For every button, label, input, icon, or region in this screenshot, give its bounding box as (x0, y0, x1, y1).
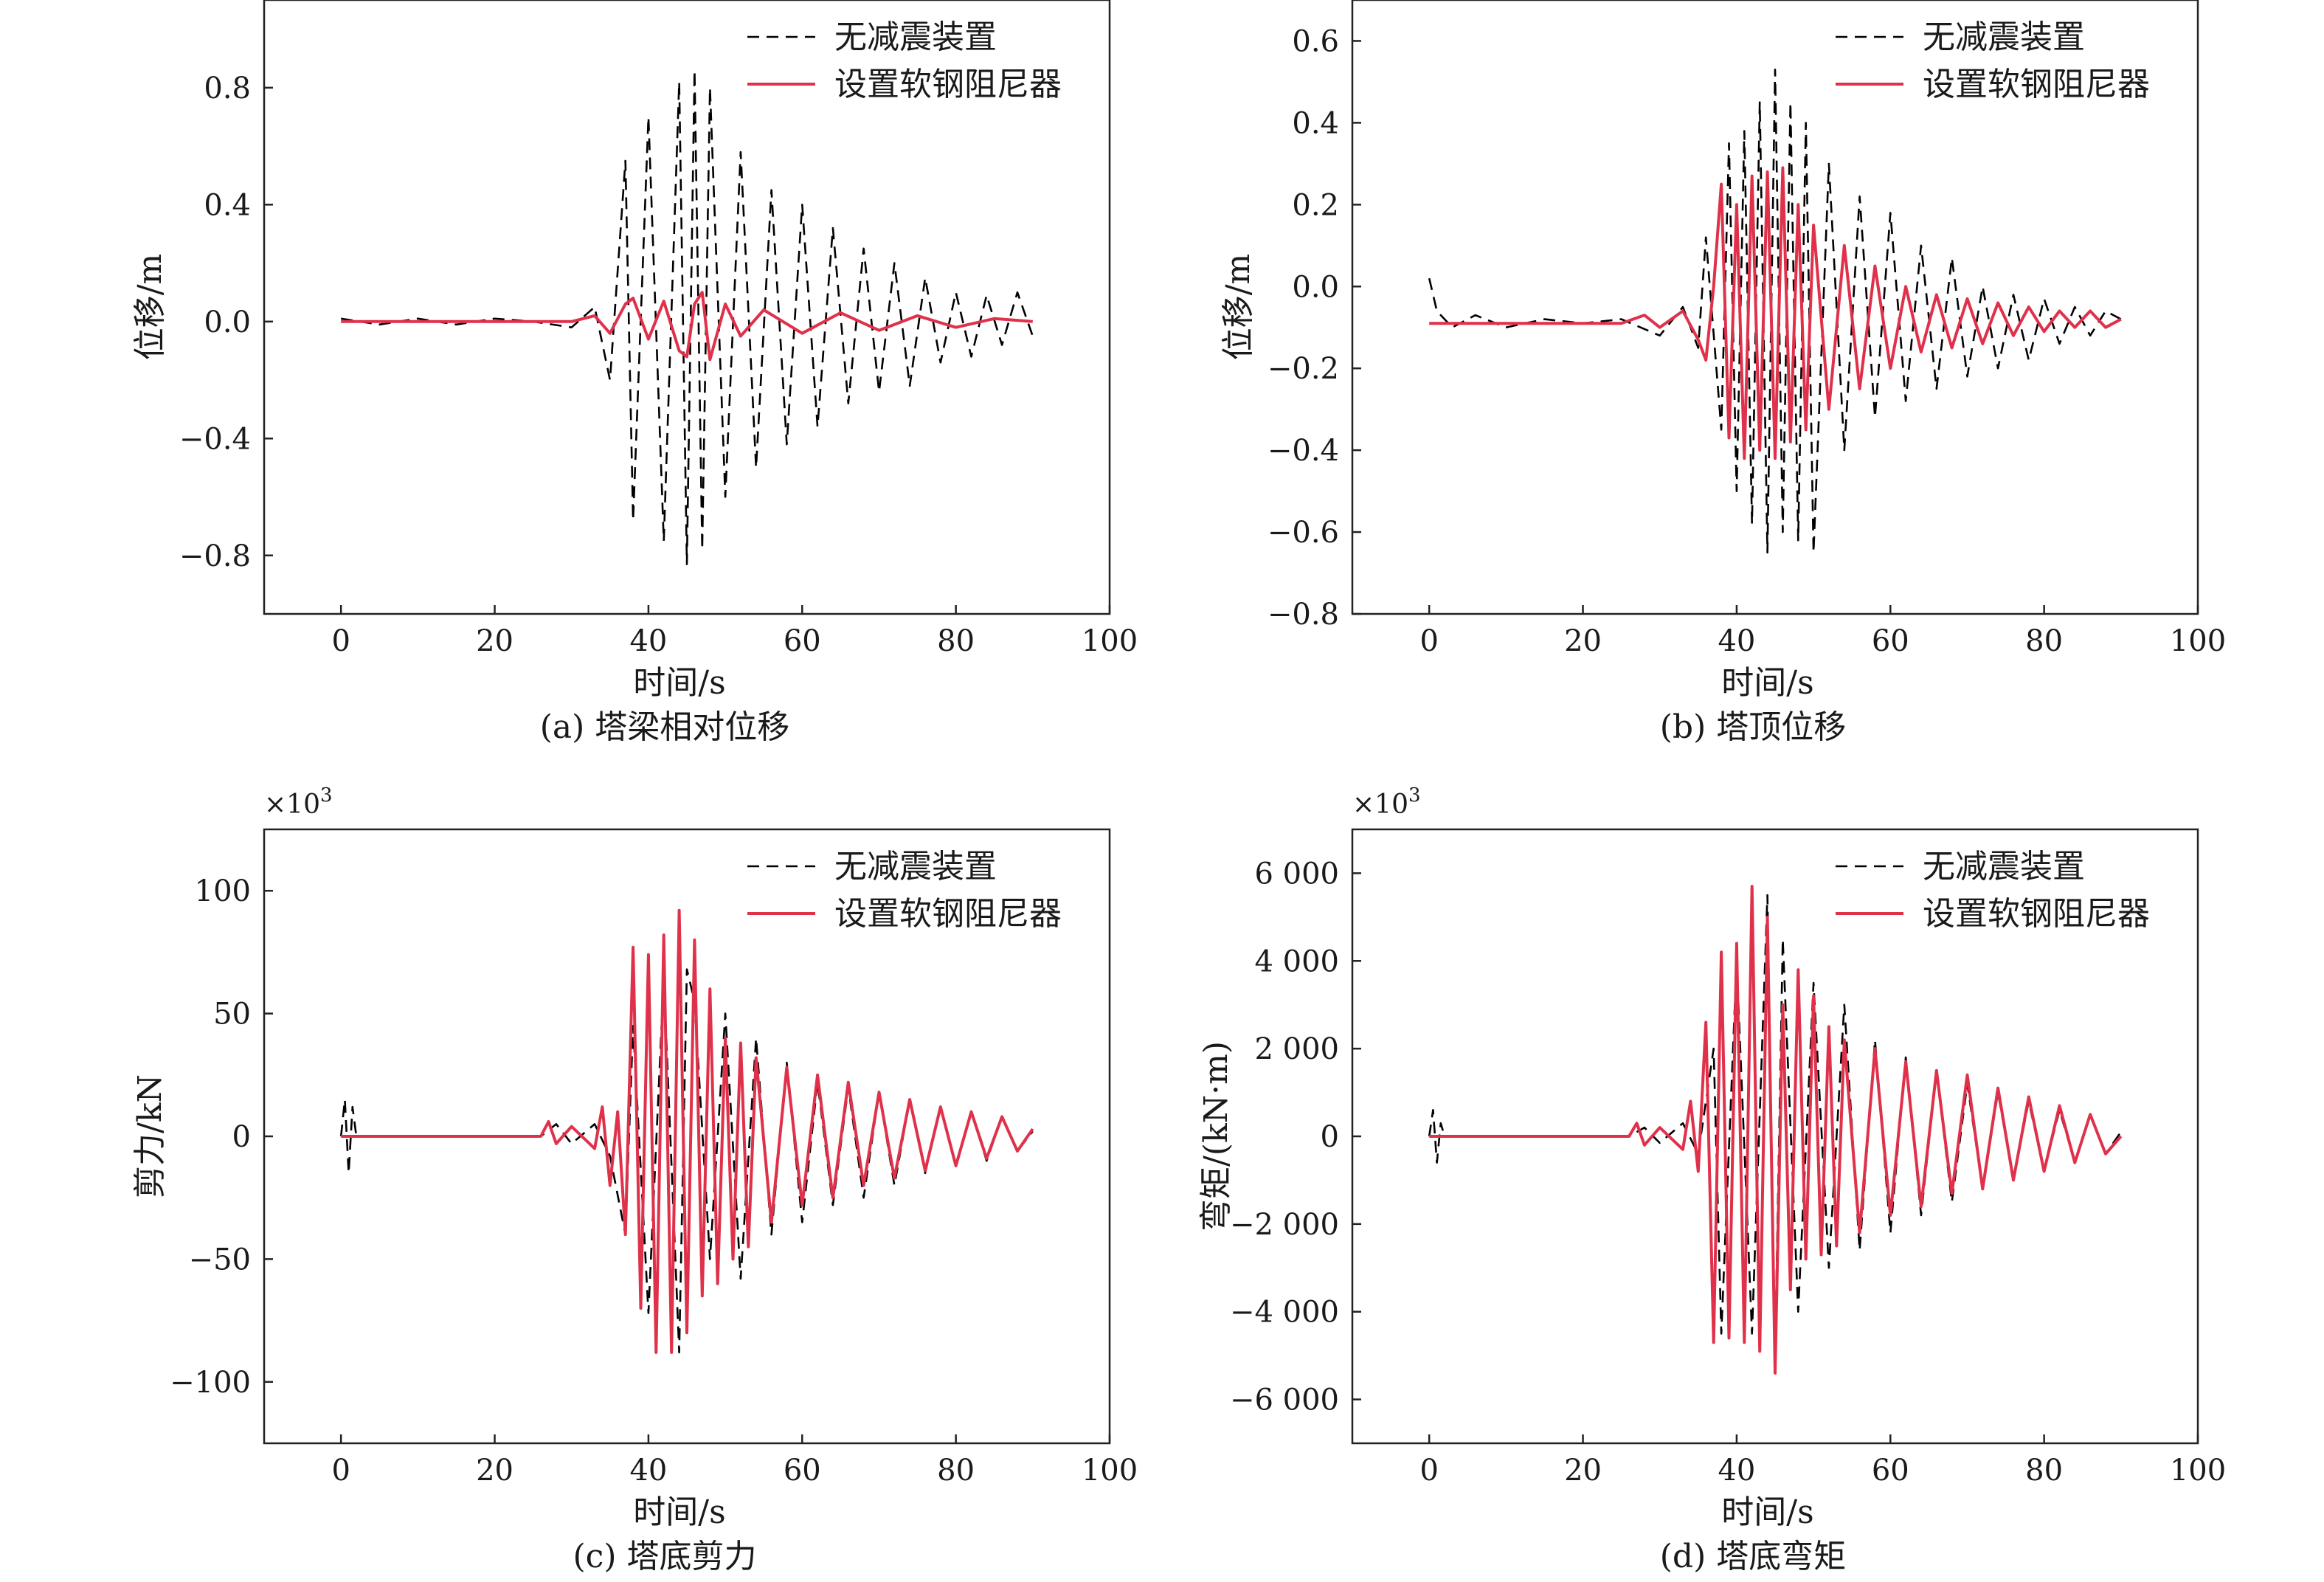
y-tick-label: 4 000 (1254, 944, 1339, 978)
y-axis-label: 位移/m (131, 254, 169, 361)
multiplier-base: ×10 (1352, 790, 1408, 820)
x-tick-label: 80 (937, 624, 975, 658)
y-tick-label: 50 (213, 998, 251, 1032)
legend-label-damped: 设置软钢阻尼器 (834, 895, 1062, 933)
y-tick-label: 0.0 (1292, 270, 1339, 304)
y-axis-label: 剪力/kN (131, 1074, 169, 1198)
chart-caption: (d) 塔底弯矩 (1660, 1538, 1846, 1575)
y-tick-label: −4 000 (1230, 1296, 1339, 1330)
multiplier-exponent: 3 (1408, 784, 1421, 806)
y-axis-label: 弯矩/(kN·m) (1197, 1041, 1235, 1232)
y-tick-label: −0.6 (1268, 516, 1339, 550)
y-tick-label: 0 (232, 1120, 251, 1154)
x-tick-label: 100 (2170, 1454, 2226, 1488)
x-axis-label: 时间/s (633, 1493, 725, 1531)
y-tick-label: −0.2 (1268, 352, 1339, 386)
axis-multiplier: ×103 (1352, 784, 1421, 820)
y-tick-label: 0.4 (204, 188, 251, 222)
y-tick-label: 0.4 (1292, 106, 1339, 140)
x-tick-label: 40 (1718, 624, 1755, 658)
x-tick-label: 40 (629, 1454, 667, 1488)
series-line-undamped (1428, 69, 2122, 554)
y-tick-label: 6 000 (1254, 857, 1339, 891)
x-tick-label: 20 (476, 624, 513, 658)
multiplier-exponent: 3 (320, 784, 333, 806)
x-tick-label: 0 (331, 1454, 350, 1488)
x-tick-label: 100 (1082, 624, 1138, 658)
y-tick-label: −0.4 (179, 422, 251, 456)
x-tick-label: 20 (1564, 1454, 1602, 1488)
x-axis-label: 时间/s (1721, 664, 1813, 702)
chart-caption: (a) 塔梁相对位移 (540, 708, 790, 746)
y-axis-label: 位移/m (1220, 254, 1257, 361)
legend-label-damped: 设置软钢阻尼器 (834, 66, 1062, 103)
x-tick-label: 20 (1564, 624, 1602, 658)
legend-label-damped: 设置软钢阻尼器 (1923, 895, 2150, 933)
series-line-undamped (341, 69, 1034, 565)
series-line-damped (1429, 885, 2123, 1375)
chart-caption: (b) 塔顶位移 (1660, 708, 1846, 746)
x-tick-label: 100 (2170, 624, 2226, 658)
x-tick-label: 80 (2025, 1454, 2063, 1488)
axis-multiplier: ×103 (264, 784, 333, 820)
axes-frame (263, 0, 1111, 615)
legend-label-undamped: 无减震装置 (1923, 848, 2085, 885)
x-tick-label: 100 (1082, 1454, 1138, 1488)
series-line-damped (341, 291, 1033, 362)
y-tick-label: 0.0 (204, 305, 251, 339)
y-tick-label: −2 000 (1230, 1208, 1339, 1242)
x-tick-label: 80 (937, 1454, 975, 1488)
y-tick-label: 0.2 (1292, 188, 1339, 222)
x-tick-label: 0 (1419, 624, 1438, 658)
x-tick-label: 60 (784, 1454, 821, 1488)
legend-label-undamped: 无减震装置 (834, 18, 997, 56)
chart-panel-b: 0 20 40 60 80 100 −0.8 −0.6 −0.4 −0.2 0.0 0.2 0.4 0.6… (1220, 0, 2226, 746)
chart-panel-a: 0 20 40 60 80 100 −0.8 −0.4 0.0 0.4 0.8 时间/s 位移/m (a)… (131, 0, 1138, 746)
series-line-damped (1429, 166, 2122, 460)
x-tick-label: 60 (1872, 624, 1909, 658)
x-tick-label: 60 (784, 624, 821, 658)
y-tick-label: −50 (189, 1243, 251, 1277)
multiplier-base: ×10 (264, 790, 320, 820)
y-tick-label: −0.4 (1268, 434, 1339, 468)
x-tick-label: 0 (1419, 1454, 1438, 1488)
series-line-damped (341, 908, 1034, 1354)
legend-label-undamped: 无减震装置 (1923, 18, 2085, 56)
x-tick-label: 40 (629, 624, 667, 658)
y-tick-label: 2 000 (1254, 1032, 1339, 1066)
y-tick-label: 0.6 (1292, 24, 1339, 58)
chart-caption: (c) 塔底剪力 (573, 1538, 757, 1575)
legend-label-damped: 设置软钢阻尼器 (1923, 66, 2150, 103)
y-tick-label: 0 (1321, 1120, 1339, 1154)
y-tick-label: −6 000 (1230, 1384, 1339, 1417)
x-tick-label: 0 (331, 624, 350, 658)
y-tick-label: 100 (195, 874, 251, 908)
x-tick-label: 80 (2025, 624, 2063, 658)
x-tick-label: 40 (1718, 1454, 1755, 1488)
chart-panel-d: 0 20 40 60 80 100 −6 000 −4 000 −2 000 0 2 000 4 00… (1197, 784, 2226, 1575)
y-tick-label: −0.8 (1268, 598, 1339, 632)
x-axis-label: 时间/s (633, 664, 725, 702)
x-tick-label: 20 (476, 1454, 513, 1488)
chart-panel-c: 0 20 40 60 80 100 −100 −50 0 50 100 时间/s 剪力/kN ×103 (c… (131, 784, 1138, 1575)
x-axis-label: 时间/s (1721, 1493, 1813, 1531)
legend-label-undamped: 无减震装置 (834, 848, 997, 885)
y-tick-label: −100 (170, 1366, 251, 1400)
y-tick-label: 0.8 (204, 72, 251, 106)
x-tick-label: 60 (1872, 1454, 1909, 1488)
axes-frame (1351, 0, 2199, 615)
y-tick-label: −0.8 (179, 539, 251, 573)
